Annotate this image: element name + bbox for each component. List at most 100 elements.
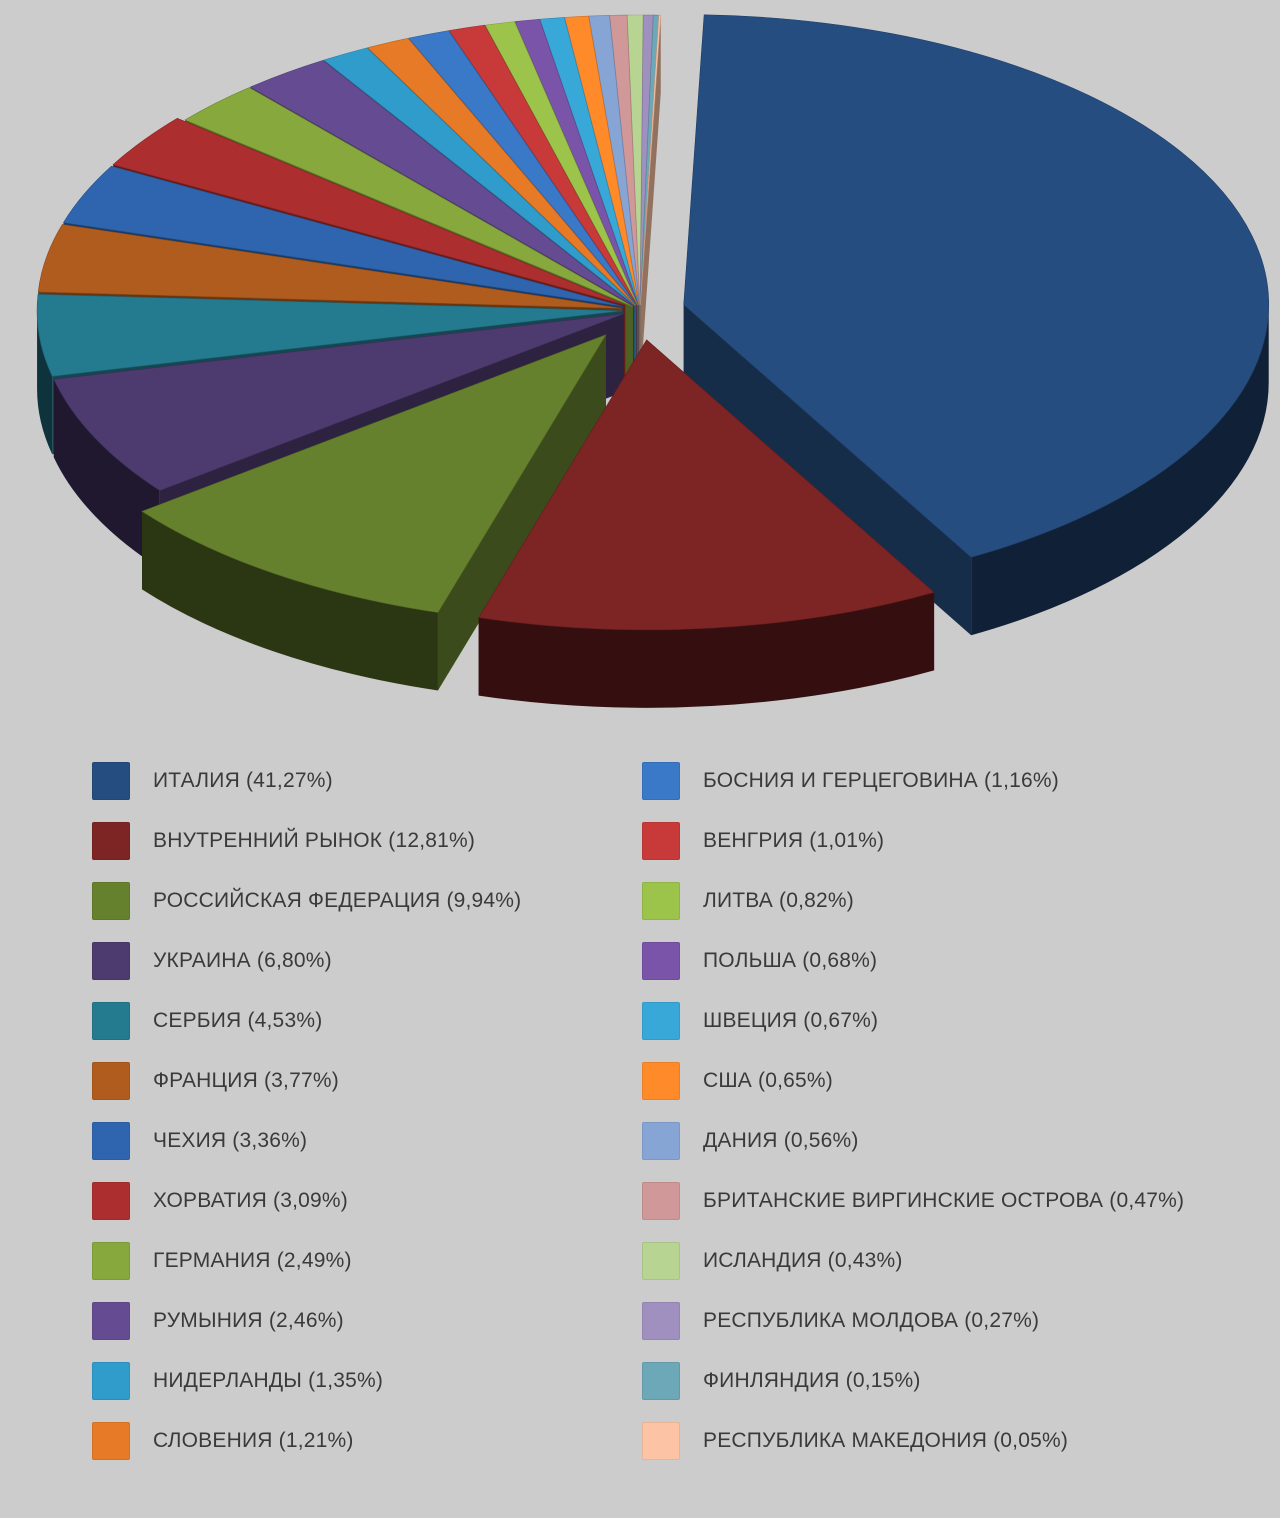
slice-top-6 [37,224,623,309]
slice-outer-wall [971,304,1269,636]
legend-label: УКРАИНА (6,80%) [153,949,332,972]
slice-top-4 [53,313,624,491]
legend-item: УКРАИНА (6,80%) [92,940,642,982]
slice-top-5 [36,293,623,377]
legend-label: СЕРБИЯ (4,53%) [153,1009,323,1032]
legend-item: ПОЛЬША (0,68%) [642,940,1232,982]
legend-swatch [92,822,130,860]
slice-top-2 [478,339,935,631]
slice-outer-wall [142,511,438,691]
slice-top-24 [640,14,662,306]
legend-label: БОСНИЯ И ГЕРЦЕГОВИНА (1,16%) [703,769,1059,792]
legend-item: ДАНИЯ (0,56%) [642,1120,1232,1162]
legend-label: РОССИЙСКАЯ ФЕДЕРАЦИЯ (9,94%) [153,889,522,912]
legend-swatch [642,1062,680,1100]
legend-label: ПОЛЬША (0,68%) [703,949,878,972]
pie-slice [683,14,1270,636]
slice-top-18 [564,15,640,306]
slice-outer-wall [37,310,53,455]
legend-item: СЛОВЕНИЯ (1,21%) [92,1420,642,1462]
legend-label: ИСЛАНДИЯ (0,43%) [703,1249,903,1272]
legend-item: РЕСПУБЛИКА МОЛДОВА (0,27%) [642,1300,1232,1342]
slice-top-7 [62,165,624,307]
slice-top-3 [141,334,607,613]
pie-chart [36,14,1270,708]
legend-item: ГЕРМАНИЯ (2,49%) [92,1240,642,1282]
legend-swatch [92,882,130,920]
legend-swatch [92,1422,130,1460]
legend-swatch [642,1302,680,1340]
slice-side [640,15,661,384]
legend-label: РУМЫНИЯ (2,46%) [153,1309,344,1332]
legend-label: ЧЕХИЯ (3,36%) [153,1129,308,1152]
legend-label: ВНУТРЕННИЙ РЫНОК (12,81%) [153,829,476,852]
slice-top-20 [609,14,640,306]
pie-slice [478,339,935,708]
slice-top-15 [484,21,638,306]
legend-swatch [92,762,130,800]
slice-top-1 [683,14,1270,558]
legend-item: ХОРВАТИЯ (3,09%) [92,1180,642,1222]
legend-swatch [642,822,680,860]
legend-swatch [92,1242,130,1280]
legend-swatch [92,1002,130,1040]
legend-label: БРИТАНСКИЕ ВИРГИНСКИЕ ОСТРОВА (0,47%) [703,1189,1185,1212]
legend: ИТАЛИЯ (41,27%) ВНУТРЕННИЙ РЫНОК (12,81%)… [92,760,1232,1480]
legend-item: ЛИТВА (0,82%) [642,880,1232,922]
slice-top-13 [408,30,637,306]
legend-swatch [642,1362,680,1400]
legend-label: РЕСПУБЛИКА МОЛДОВА (0,27%) [703,1309,1040,1332]
legend-swatch [92,1062,130,1100]
legend-swatch [92,942,130,980]
legend-label: СЛОВЕНИЯ (1,21%) [153,1429,354,1452]
legend-swatch [642,882,680,920]
legend-label: ХОРВАТИЯ (3,09%) [153,1189,348,1212]
legend-label: ЛИТВА (0,82%) [703,889,854,912]
pie-slices [36,14,1270,708]
legend-item: ИТАЛИЯ (41,27%) [92,760,642,802]
legend-item: БОСНИЯ И ГЕРЦЕГОВИНА (1,16%) [642,760,1232,802]
slice-outer-wall [478,592,935,708]
slice-top-12 [367,38,636,306]
legend-label: ВЕНГРИЯ (1,01%) [703,829,885,852]
slice-top-14 [448,24,638,306]
legend-swatch [92,1122,130,1160]
legend-label: США (0,65%) [703,1069,833,1092]
legend-item: РЕСПУБЛИКА МАКЕДОНИЯ (0,05%) [642,1420,1232,1462]
legend-swatch [642,1242,680,1280]
legend-item: ЧЕХИЯ (3,36%) [92,1120,642,1162]
legend-label: НИДЕРЛАНДЫ (1,35%) [153,1369,384,1392]
legend-item: ВЕНГРИЯ (1,01%) [642,820,1232,862]
legend-swatch [92,1362,130,1400]
legend-label: ГЕРМАНИЯ (2,49%) [153,1249,352,1272]
legend-swatch [642,1182,680,1220]
legend-item: ФРАНЦИЯ (3,77%) [92,1060,642,1102]
legend-item: ФИНЛЯНДИЯ (0,15%) [642,1360,1232,1402]
legend-label: ИТАЛИЯ (41,27%) [153,769,333,792]
slice-top-11 [323,47,636,306]
slice-top-17 [539,17,639,306]
slice-top-16 [514,18,639,306]
legend-label: ШВЕЦИЯ (0,67%) [703,1009,879,1032]
legend-swatch [642,1422,680,1460]
legend-label: РЕСПУБЛИКА МАКЕДОНИЯ (0,05%) [703,1429,1069,1452]
legend-item: США (0,65%) [642,1060,1232,1102]
slice-outer-wall [53,379,160,569]
legend-item: ВНУТРЕННИЙ РЫНОК (12,81%) [92,820,642,862]
legend-label: ФИНЛЯНДИЯ (0,15%) [703,1369,921,1392]
legend-item: ИСЛАНДИЯ (0,43%) [642,1240,1232,1282]
legend-item: НИДЕРЛАНДЫ (1,35%) [92,1360,642,1402]
legend-item: ШВЕЦИЯ (0,67%) [642,1000,1232,1042]
pie-slice [141,334,607,691]
legend-swatch [642,1122,680,1160]
legend-label: ФРАНЦИЯ (3,77%) [153,1069,339,1092]
slice-top-10 [249,60,635,307]
legend-item: РОССИЙСКАЯ ФЕДЕРАЦИЯ (9,94%) [92,880,642,922]
slice-side [683,304,972,636]
legend-item: РУМЫНИЯ (2,46%) [92,1300,642,1342]
legend-label: ДАНИЯ (0,56%) [703,1129,859,1152]
pie-slice [640,14,662,384]
legend-swatch [92,1302,130,1340]
legend-item: БРИТАНСКИЕ ВИРГИНСКИЕ ОСТРОВА (0,47%) [642,1180,1232,1222]
legend-swatch [642,942,680,980]
